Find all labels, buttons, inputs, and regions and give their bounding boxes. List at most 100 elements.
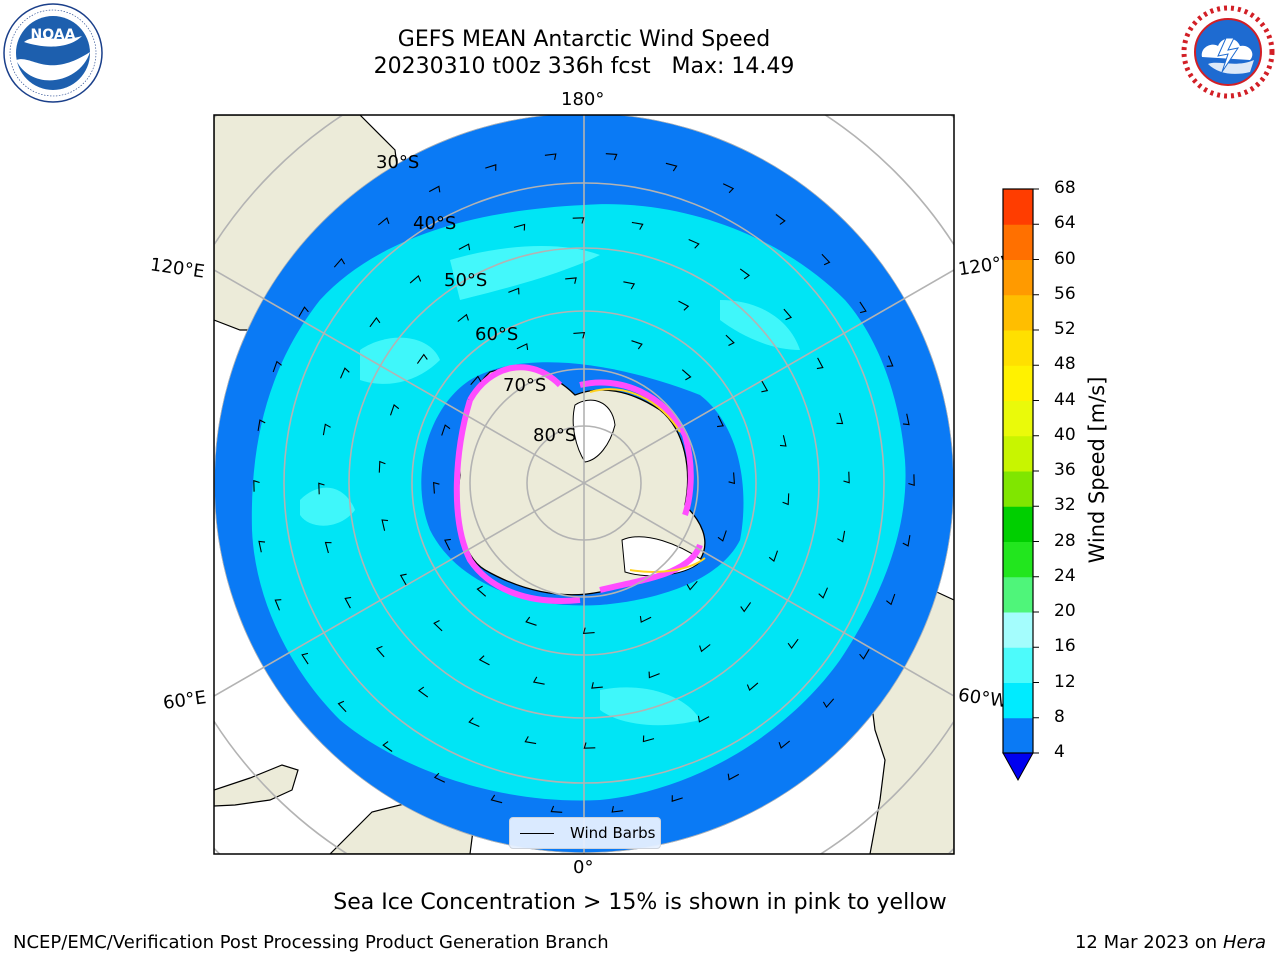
wind-barb	[378, 460, 386, 473]
wind-barb	[725, 334, 735, 346]
wind-barb	[428, 185, 441, 193]
wind-barb	[697, 715, 710, 723]
map-frame	[213, 114, 955, 855]
wind-barb	[257, 419, 266, 431]
lat-label-40s: 40°S	[413, 213, 457, 234]
wind-barb	[768, 550, 779, 563]
wind-barb	[728, 472, 736, 485]
colorbar-tick-label: 16	[1054, 636, 1076, 657]
wind-barb	[468, 717, 480, 728]
colorbar-tick-label: 60	[1054, 248, 1076, 269]
wind-barb	[775, 214, 786, 225]
wind-barb	[433, 772, 446, 783]
legend-label: Wind Barbs	[570, 824, 656, 842]
wind-barb	[253, 479, 260, 492]
wind-barb	[699, 644, 711, 653]
wind-barb	[688, 238, 700, 249]
wind-barb	[572, 217, 585, 224]
wind-barb	[859, 649, 870, 660]
wind-barb	[782, 493, 790, 506]
wind-barb	[908, 474, 915, 487]
sea-ice-rim	[453, 364, 703, 604]
wind-barb	[681, 369, 692, 381]
wind-barb	[490, 794, 503, 804]
longitude-grid	[214, 115, 954, 854]
wind-barb	[639, 616, 652, 623]
colorbar-segment	[1003, 365, 1033, 401]
wind-barb	[337, 700, 347, 713]
colorbar-segment	[1003, 682, 1033, 719]
sea-ice-note: Sea Ice Concentration > 15% is shown in …	[333, 890, 947, 915]
wind-barb	[476, 585, 487, 597]
wind-barb	[381, 519, 389, 531]
colorbar	[1002, 188, 1039, 782]
wind-barb	[399, 573, 407, 586]
wind-field-12-16	[450, 245, 600, 300]
wind-barb-legend-line	[520, 832, 554, 834]
wind-barb	[516, 343, 529, 350]
wind-barb	[582, 627, 595, 635]
wind-barb	[818, 587, 829, 599]
colorbar-segment	[1003, 259, 1033, 296]
wind-barb	[409, 274, 422, 284]
wind-barb	[369, 316, 381, 328]
lat-label-50s: 50°S	[444, 270, 488, 291]
wind-barb	[272, 360, 282, 373]
wind-barb	[642, 735, 655, 743]
nws-logo-icon	[1180, 4, 1276, 100]
colorbar-segment	[1003, 224, 1033, 260]
wind-barb	[671, 795, 683, 802]
wind-barb	[583, 742, 596, 749]
noaa-logo-icon: NOAA	[3, 3, 103, 103]
wind-barb	[444, 538, 451, 551]
colorbar-tick-label: 32	[1054, 495, 1076, 516]
wind-barb	[458, 243, 471, 251]
wind-barb	[648, 671, 660, 679]
wind-barb	[573, 331, 586, 339]
wind-barb	[739, 268, 751, 280]
footer-date: 12 Mar 2023 on Hera	[1075, 932, 1266, 953]
colorbar-tick-label: 48	[1054, 354, 1076, 375]
colorbar-tick-label: 52	[1054, 319, 1076, 339]
colorbar-tick-label: 64	[1054, 213, 1076, 234]
wind-barb	[678, 300, 690, 311]
wind-barb	[532, 676, 545, 685]
wind-barb	[779, 435, 787, 447]
wind-barb	[433, 620, 443, 632]
colorbar-segment	[1003, 294, 1033, 331]
wind-barb	[508, 287, 520, 295]
wind-barb	[382, 741, 393, 752]
wind-barb	[778, 740, 791, 749]
footer-date-text: 12 Mar 2023 on	[1074, 932, 1218, 953]
wind-barb	[886, 593, 896, 606]
wind-barb	[717, 530, 727, 542]
colorbar-segment	[1003, 400, 1033, 437]
wind-barb	[377, 217, 390, 226]
wind-barb	[339, 367, 350, 379]
wind-barb	[389, 403, 400, 416]
wind-barb	[417, 686, 429, 698]
wind-barb	[665, 162, 678, 172]
wind-barb	[631, 221, 644, 230]
lat-label-60s: 60°S	[475, 324, 519, 345]
svg-text:NOAA: NOAA	[31, 27, 76, 43]
map-title: GEFS MEAN Antarctic Wind Speed	[397, 27, 771, 52]
wind-barb	[524, 736, 537, 745]
wind-barb	[470, 375, 482, 386]
wind-barb	[333, 257, 346, 268]
wind-barb	[631, 340, 643, 350]
wind-barb	[902, 535, 911, 547]
wind-barb	[886, 355, 894, 367]
wind-barb	[727, 773, 740, 781]
wind-barb	[441, 424, 451, 436]
wind-barb	[301, 652, 309, 665]
wind-barb	[821, 253, 831, 266]
colorbar-segment	[1003, 647, 1033, 683]
wind-barb	[544, 153, 557, 161]
colorbar-tick-label: 4	[1054, 742, 1065, 762]
colorbar-title: Wind Speed [m/s]	[1085, 376, 1109, 564]
wind-barb	[591, 682, 603, 689]
wind-barb	[843, 471, 850, 484]
wind-barb	[322, 423, 331, 436]
colorbar-tick-label: 20	[1054, 601, 1076, 621]
